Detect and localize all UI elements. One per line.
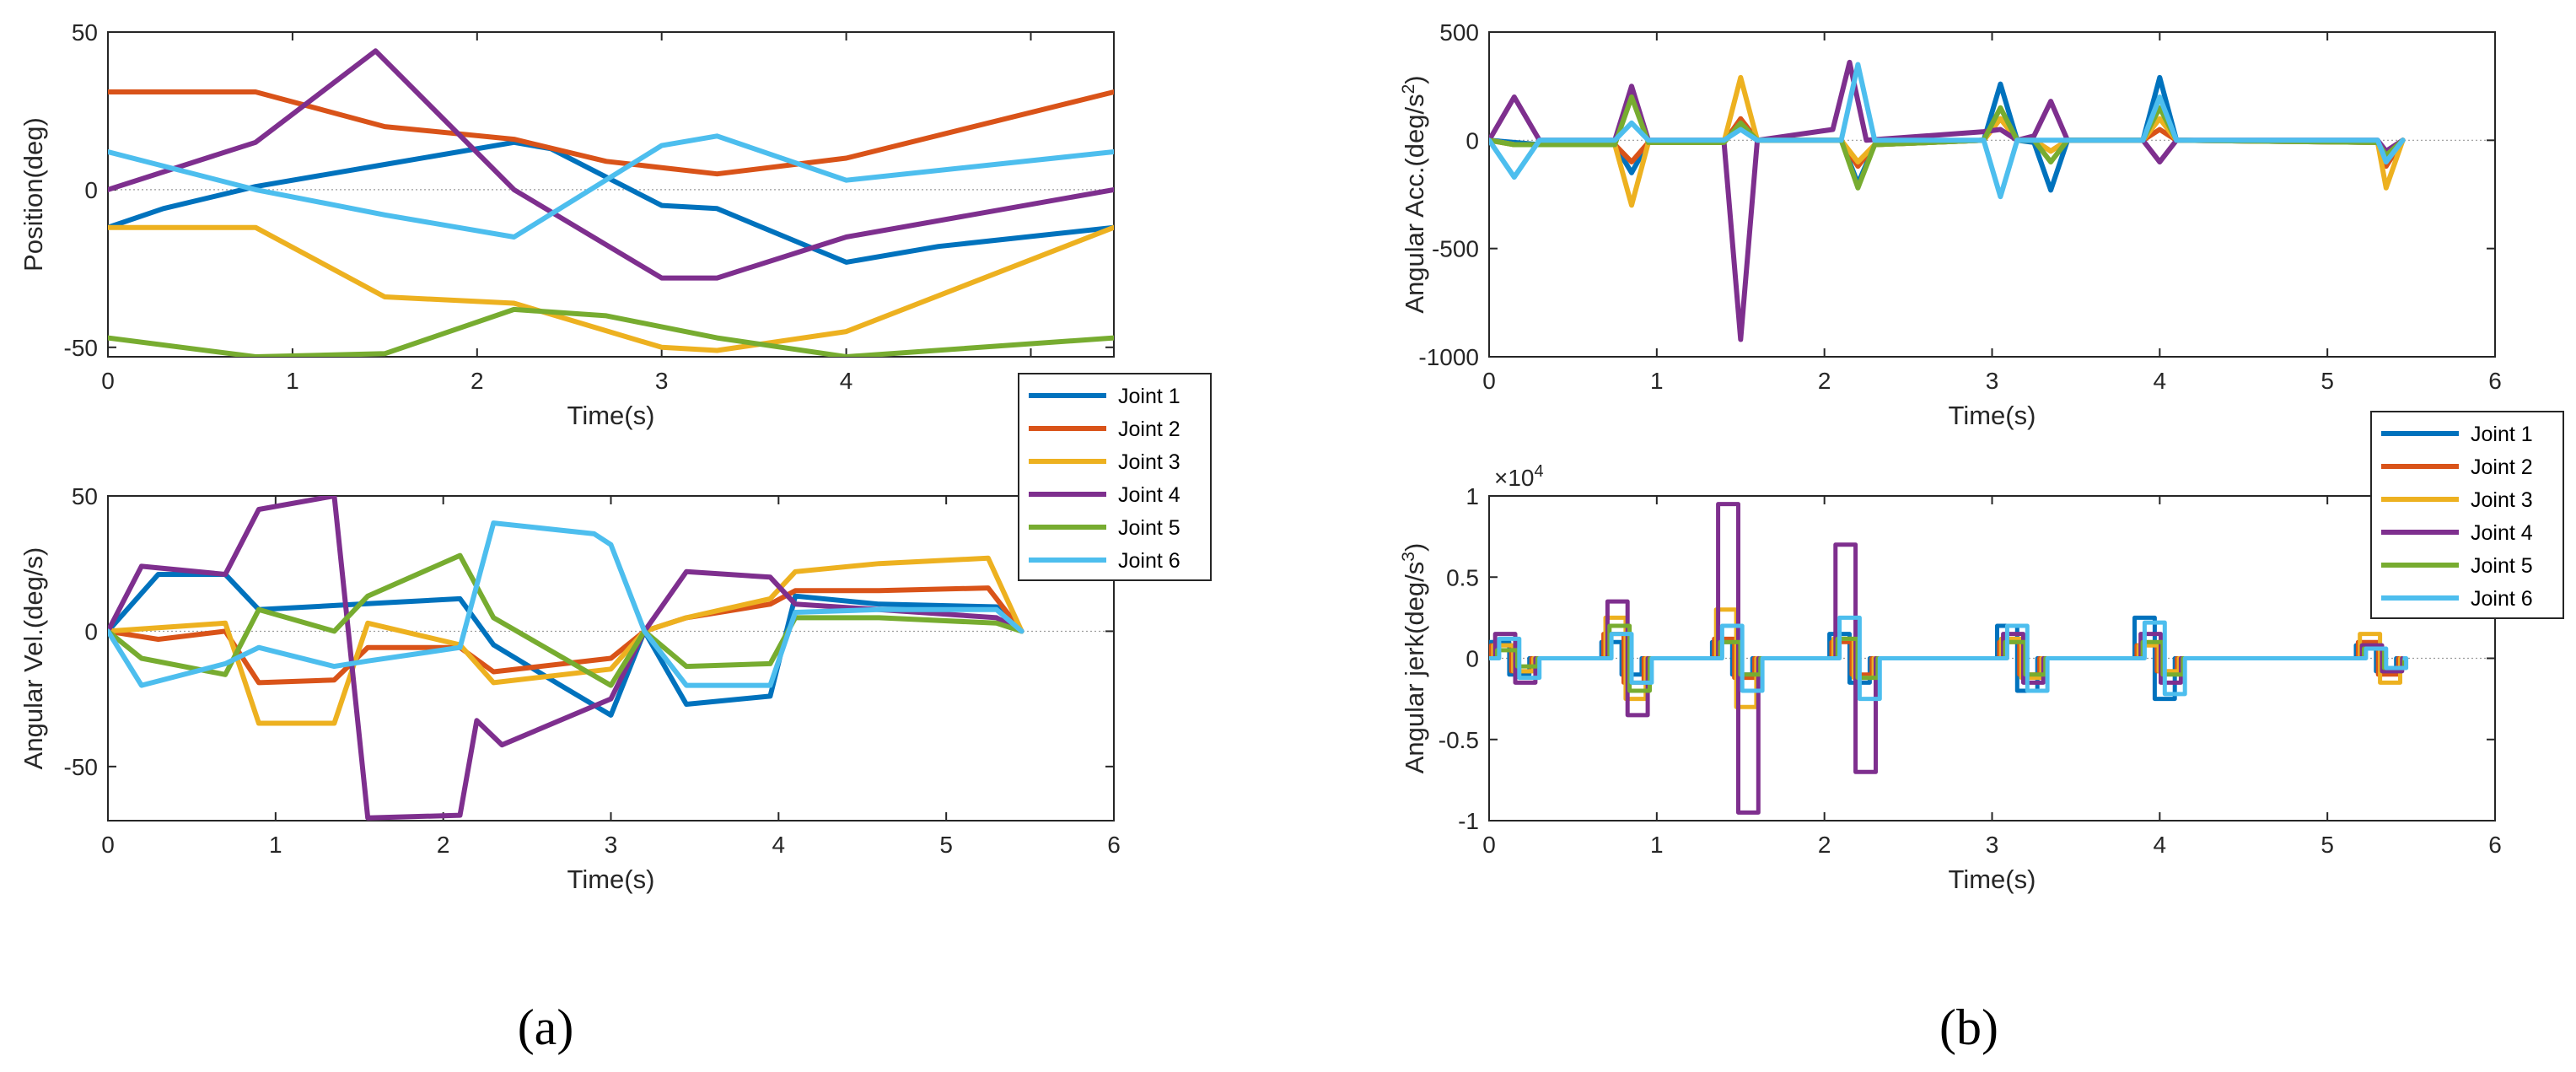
x-tick-label: 5 [2321,832,2334,858]
y-tick-label: 0.5 [1446,564,1479,590]
legend-b: Joint 1 Joint 2 Joint 3 Joint 4 Joint 5 Joint… [2370,411,2564,619]
legend-label-joint-1: Joint 1 [2471,423,2533,446]
x-tick-label: 4 [840,368,853,394]
legend-label-joint-5: Joint 5 [1118,516,1180,540]
series-line-joint-4 [108,48,1114,281]
panel-label-a: (a) [518,999,574,1055]
y-tick-label: 50 [72,483,98,509]
y-tick-label: 0 [1465,127,1479,154]
y-tick-label: -1000 [1418,344,1479,370]
tick-labels: 0 1 2 3 4 5 6 -50 0 50 [64,483,1121,858]
series-line-joint-4 [1489,59,2406,342]
x-axis-label: Time(s) [567,865,655,894]
y-tick-label: -1 [1458,808,1479,834]
y-axis-label: Angular jerk(deg/s3) [1399,543,1430,774]
x-tick-label: 3 [1986,368,1999,394]
plot-area [1488,31,2496,358]
legend-label-joint-4: Joint 4 [1118,483,1180,507]
x-tick-label: 1 [269,832,282,858]
x-tick-label: 3 [1986,832,1999,858]
x-tick-label: 1 [286,368,299,394]
legend-label-joint-3: Joint 3 [2471,488,2533,512]
legend-label-joint-1: Joint 1 [1118,385,1180,408]
series-line-joint-6 [108,520,1024,688]
x-tick-label: 2 [471,368,484,394]
y-tick-label: -0.5 [1439,727,1479,753]
legend-label-joint-6: Joint 6 [2471,587,2533,611]
series-line-joint-1 [108,572,1024,718]
legend-label-joint-3: Joint 3 [1118,450,1180,474]
series-line-joint-6 [108,133,1114,240]
series-line-joint-6 [1489,615,2409,702]
x-tick-label: 3 [655,368,669,394]
x-tick-label: 6 [2488,832,2502,858]
series-line-joint-5 [108,306,1114,357]
exponent-power: 4 [1535,462,1544,481]
y-axis-label-superscript: 3 [1399,552,1418,562]
y-tick-label: 0 [1465,646,1479,672]
x-tick-label: 0 [101,368,115,394]
tick-labels: 0 1 2 3 4 5 6 -1000 -500 0 500 [1418,19,2501,394]
x-tick-label: 0 [1482,832,1496,858]
panel-label-b: (b) [1939,999,1998,1055]
legend-box [1018,373,1212,581]
x-tick-label: 6 [2488,368,2502,394]
x-tick-label: 4 [2154,368,2167,394]
x-tick-label: 1 [1650,832,1664,858]
x-tick-label: 4 [772,832,786,858]
legend-label-joint-2: Joint 2 [2471,455,2533,479]
y-tick-label: -50 [64,754,98,780]
x-tick-label: 2 [1818,368,1831,394]
legend-label-joint-4: Joint 4 [2471,521,2533,545]
angular-jerk-chart: 0 1 2 3 4 5 6 -1 -0.5 0 0.5 1 Time(s) Angular jerk(de… [1399,462,2502,894]
x-axis-label: Time(s) [567,401,655,430]
y-tick-label: 0 [84,177,98,203]
y-axis-label-superscript: 2 [1399,84,1418,94]
series-group [1489,59,2406,342]
series-group [108,496,1024,821]
x-tick-label: 5 [2321,368,2334,394]
x-tick-label: 2 [1818,832,1831,858]
series-line-joint-5 [108,552,1024,688]
y-tick-label: 500 [1439,19,1479,46]
legend-label-joint-6: Joint 6 [1118,549,1180,573]
angular-acceleration-chart: 0 1 2 3 4 5 6 -1000 -500 0 500 Time(s) Angular Acc.(… [1399,19,2502,430]
y-tick-label: -500 [1432,236,1479,262]
x-tick-label: 4 [2154,832,2167,858]
x-tick-label: 0 [1482,368,1496,394]
x-axis-label: Time(s) [1949,865,2036,894]
series-line-joint-6 [1489,62,2406,200]
y-axis-label: Angular Acc.(deg/s2) [1399,75,1430,313]
legend-box [2370,411,2564,619]
legend-label-joint-2: Joint 2 [1118,417,1180,441]
series-line-joint-3 [108,555,1024,726]
series-group [1489,502,2409,815]
angular-velocity-chart: 0 1 2 3 4 5 6 -50 0 50 Time(s) Angular Vel.(deg/s) [19,483,1121,894]
y-axis-label: Angular Vel.(deg/s) [19,547,48,770]
x-tick-label: 2 [437,832,450,858]
tick-labels: 0 1 2 3 4 5 6 -1 -0.5 0 0.5 1 [1439,483,2502,858]
series-line-joint-4 [108,496,1024,821]
series-line-joint-3 [108,224,1114,353]
x-tick-label: 3 [605,832,618,858]
x-axis-label: Time(s) [1949,401,2036,430]
series-line-joint-2 [108,89,1114,177]
y-axis-label-suffix: ) [1400,543,1429,552]
legend-label-joint-5: Joint 5 [2471,554,2533,578]
x-tick-label: 5 [939,832,953,858]
y-tick-label: 0 [84,618,98,644]
y-tick-label: -50 [64,335,98,361]
x-tick-label: 1 [1650,368,1664,394]
plot-area [107,31,1115,358]
y-tick-label: 1 [1465,483,1479,509]
x-tick-label: 6 [1107,832,1121,858]
y-tick-label: 50 [72,19,98,46]
series-group [108,48,1114,357]
y-axis-label: Position(deg) [19,117,48,272]
x-tick-label: 0 [101,832,115,858]
legend-a: Joint 1 Joint 2 Joint 3 Joint 4 Joint 5 Joint… [1018,373,1212,581]
y-axis-label-suffix: ) [1400,75,1429,83]
